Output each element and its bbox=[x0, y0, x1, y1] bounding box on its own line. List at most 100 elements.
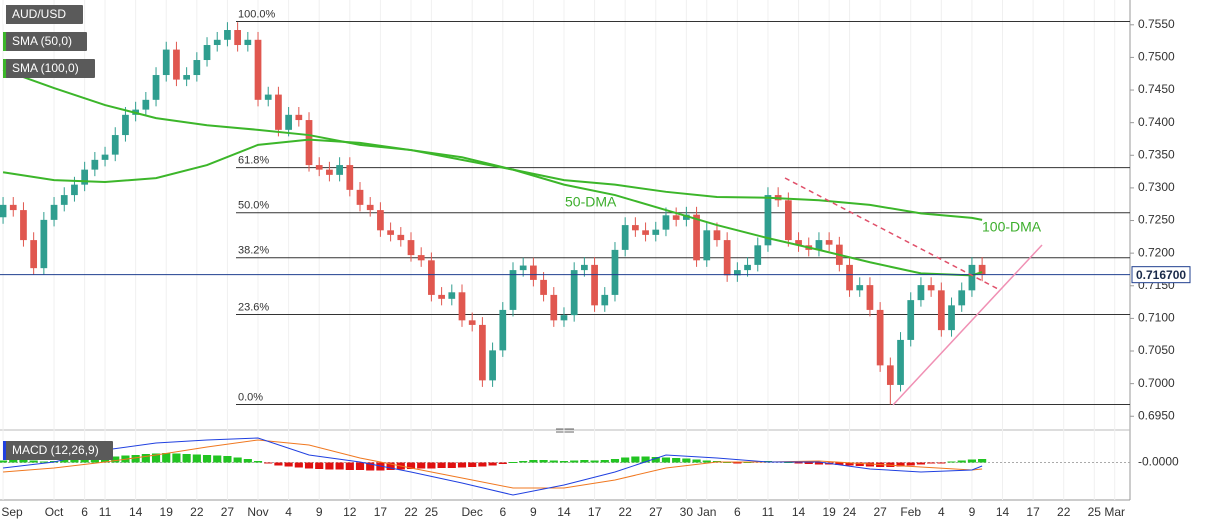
candle-body bbox=[285, 114, 292, 130]
macd-histogram-bar bbox=[702, 460, 711, 463]
fib-label: 23.6% bbox=[238, 301, 269, 313]
macd-histogram-bar bbox=[417, 462, 426, 469]
macd-histogram-bar bbox=[243, 459, 252, 463]
legend-sma50-box bbox=[3, 32, 87, 51]
macd-histogram-bar bbox=[345, 462, 354, 470]
candle-body bbox=[825, 240, 833, 245]
x-tick-label: 17 bbox=[1026, 505, 1040, 519]
axes: 0.69500.70000.70500.71000.71500.72000.72… bbox=[1, 17, 1191, 519]
candle-body bbox=[530, 265, 537, 280]
candle-body bbox=[234, 30, 241, 46]
candle-body bbox=[570, 270, 578, 316]
x-tick-label: 25 bbox=[425, 505, 439, 519]
candle-body bbox=[91, 159, 99, 170]
candle-body bbox=[60, 195, 68, 205]
macd-histogram-bar bbox=[692, 459, 701, 463]
candle-body bbox=[784, 200, 792, 241]
candle-body bbox=[642, 230, 649, 235]
candle-body bbox=[20, 210, 27, 241]
y-tick-label: 0.7200 bbox=[1138, 245, 1175, 259]
x-tick-label: 27 bbox=[649, 505, 663, 519]
candle-body bbox=[611, 249, 619, 295]
candles bbox=[0, 22, 986, 405]
candle-body bbox=[122, 114, 129, 136]
candle-body bbox=[458, 292, 466, 321]
macd-histogram-bar bbox=[233, 457, 242, 463]
macd-histogram-bar bbox=[570, 460, 579, 463]
macd-histogram-bar bbox=[0, 460, 8, 463]
x-tick-label: Nov bbox=[247, 505, 268, 519]
candle-body bbox=[30, 240, 38, 269]
sma-line bbox=[2, 68, 983, 221]
macd-histogram-bar bbox=[478, 462, 487, 467]
macd-histogram-bar bbox=[366, 462, 375, 471]
y-tick-label: 0.7500 bbox=[1138, 50, 1175, 64]
candle-body bbox=[326, 169, 333, 175]
macd-histogram-bar bbox=[631, 456, 640, 463]
candle-body bbox=[264, 94, 272, 100]
x-tick-label: 11 bbox=[99, 505, 112, 519]
macd-histogram-bar bbox=[539, 460, 548, 463]
candle-body bbox=[682, 214, 690, 220]
macd-histogram-bar bbox=[600, 460, 609, 463]
macd-histogram-bar bbox=[672, 458, 681, 463]
candle-body bbox=[968, 264, 976, 291]
macd-histogram-bar bbox=[111, 456, 120, 463]
x-tick-label: 17 bbox=[374, 505, 388, 519]
candle-body bbox=[142, 99, 150, 110]
panel-handle[interactable] bbox=[556, 428, 574, 433]
y-tick-label: 0.7450 bbox=[1138, 82, 1175, 96]
candle-body bbox=[723, 240, 731, 276]
candle-body bbox=[468, 320, 476, 325]
x-tick-label: Sep bbox=[1, 505, 23, 519]
fib-label: 38.2% bbox=[238, 245, 269, 257]
macd-histogram-bar bbox=[457, 462, 467, 468]
candle-body bbox=[81, 169, 89, 185]
macd-histogram-bar bbox=[315, 462, 324, 469]
candle-body bbox=[213, 39, 221, 46]
x-tick-label: 11 bbox=[762, 505, 775, 519]
macd-histogram-bar bbox=[131, 455, 140, 463]
candle-body bbox=[948, 305, 955, 331]
macd-histogram-bar bbox=[559, 461, 569, 463]
candle-body bbox=[305, 120, 313, 166]
macd-histogram-bar bbox=[304, 462, 314, 469]
candle-body bbox=[428, 260, 435, 295]
candle-body bbox=[866, 285, 874, 310]
macd-histogram-bar bbox=[70, 459, 79, 463]
macd-histogram-bar bbox=[39, 461, 48, 463]
candle-body bbox=[601, 294, 609, 306]
x-tick-label: 9 bbox=[969, 505, 976, 519]
candle-body bbox=[9, 204, 17, 211]
macd-histogram-bar bbox=[590, 460, 599, 463]
candle-body bbox=[621, 225, 629, 250]
legend-swatch bbox=[3, 5, 6, 24]
candle-body bbox=[275, 94, 282, 130]
y-tick-label: 0.7350 bbox=[1138, 147, 1175, 161]
candle-body bbox=[203, 45, 211, 61]
last-price-box bbox=[1131, 266, 1191, 284]
macd-histogram-bar bbox=[845, 462, 854, 466]
x-tick-label: Oct bbox=[45, 505, 64, 519]
candle-body bbox=[886, 365, 894, 385]
macd-histogram-bar bbox=[855, 462, 864, 466]
resistance-trendline bbox=[784, 177, 1001, 291]
candle-body bbox=[448, 292, 456, 299]
macd-histogram-bar bbox=[355, 462, 365, 470]
macd-histogram-bar bbox=[202, 455, 212, 463]
annotation: 100-DMA bbox=[982, 219, 1042, 235]
macd-line bbox=[3, 437, 983, 496]
macd-histogram-bar bbox=[223, 456, 232, 463]
macd-histogram-bar bbox=[610, 459, 620, 463]
macd-histogram-bar bbox=[529, 460, 538, 463]
candle-body bbox=[50, 204, 58, 220]
macd-histogram-bar bbox=[488, 462, 497, 466]
candle-body bbox=[978, 264, 986, 275]
macd-histogram-bar bbox=[580, 460, 589, 463]
legend-swatch bbox=[3, 59, 6, 78]
candle-body bbox=[356, 189, 364, 205]
candle-body bbox=[0, 204, 7, 218]
candle-body bbox=[183, 75, 190, 80]
candle-body bbox=[438, 294, 445, 299]
macd-histogram-bar bbox=[162, 453, 171, 463]
